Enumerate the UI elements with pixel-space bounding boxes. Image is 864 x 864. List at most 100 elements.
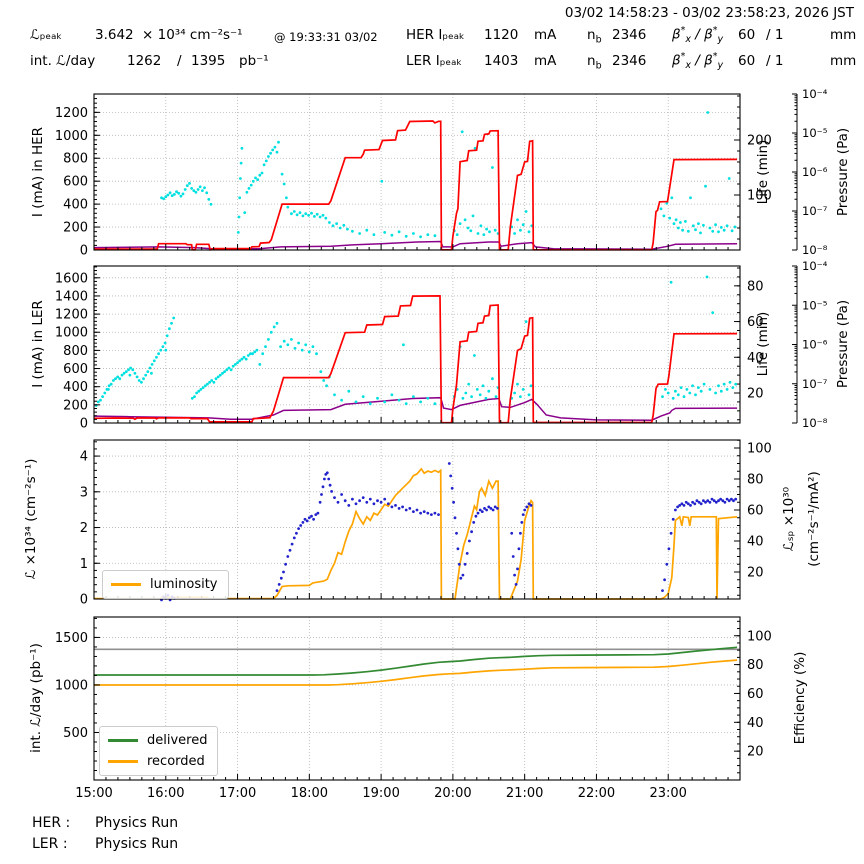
ler-ytick-label: 800 <box>63 344 88 359</box>
beta-sep-her: / 1 <box>766 27 784 43</box>
her-ipeak-label: HER Iₚₑₐₖ <box>406 27 465 43</box>
ler-pressure-axis <box>792 265 798 424</box>
beta-unit-her: mm <box>830 27 857 43</box>
date-range: 03/02 14:58:23 - 03/02 23:58:23, 2026 JS… <box>564 5 854 21</box>
luminosity-line-swatch <box>111 583 141 586</box>
her-ytick-label: 200 <box>63 221 88 236</box>
ler-pressure-tick-label: 10⁻⁶ <box>802 338 828 352</box>
her-right-tick-label: 200 <box>747 134 772 149</box>
beta-sep-ler: / 1 <box>766 53 784 69</box>
ler-ytick-label: 1000 <box>55 326 88 341</box>
integrated-ytick-label: 1500 <box>55 631 88 646</box>
footer-ler-label: LER : <box>32 836 68 852</box>
time-axis-label: 20:00 <box>434 786 471 801</box>
ler-pressure-axis-label: Pressure (Pa) <box>835 299 851 389</box>
footer-her-status: Physics Run <box>95 815 179 831</box>
luminosity-right-tick-label: 100 <box>747 442 772 457</box>
integrated-delivered-line <box>94 646 738 676</box>
nb-value-her: 2346 <box>612 27 647 43</box>
specific-luminosity-axis-label-2: (cm⁻²s⁻¹/mA²) <box>806 471 822 567</box>
her-ytick-label: 600 <box>63 175 88 190</box>
her-ytick-label: 0 <box>80 244 88 259</box>
her-ytick-label: 1200 <box>55 106 88 121</box>
luminosity-right-tick-label: 20 <box>747 566 764 581</box>
luminosity-luminosity-line <box>94 467 738 600</box>
her-lifetime-dots <box>160 111 737 239</box>
beta-value-ler: 60 <box>738 53 756 69</box>
ler-pressure-tick-label: 10⁻⁵ <box>802 298 828 312</box>
ler-y-axis-label: I (mA) in LER <box>30 300 46 388</box>
time-axis-label: 15:00 <box>75 786 112 801</box>
ler-ytick-label: 600 <box>63 362 88 377</box>
her-pressure-tick-label: 10⁻⁴ <box>802 87 828 101</box>
ler-panel: 0 200 400 600 800 1000 1200 1400 1600 20 40 60 80 10⁻… <box>55 259 828 432</box>
luminosity-ytick-label: 3 <box>80 485 88 500</box>
lpeak-unit: × 10³⁴ cm⁻²s⁻¹ <box>142 27 243 43</box>
luminosity-right-tick-label: 40 <box>747 535 764 550</box>
ler-right-tick-label: 40 <box>747 351 764 366</box>
her-ticks <box>93 95 740 251</box>
intlum-legend: delivered recorded <box>99 726 219 776</box>
her-ipeak-unit: mA <box>534 27 557 43</box>
legend-label-recorded: recorded <box>147 754 205 769</box>
luminosity-panel: 0 1 2 3 4 20 40 60 80 100 <box>80 439 772 608</box>
her-right-tick-label: 100 <box>747 189 772 204</box>
time-axis-label: 21:00 <box>506 786 543 801</box>
her-ipeak-value: 1120 <box>484 27 519 43</box>
legend-item-luminosity: luminosity <box>111 574 218 595</box>
her-ytick-label: 800 <box>63 152 88 167</box>
ler-pressure-tick-label: 10⁻⁷ <box>802 377 828 391</box>
footer-ler-status: Physics Run <box>95 836 179 852</box>
time-axis-label: 16:00 <box>147 786 184 801</box>
her-pressure-axis <box>792 93 798 251</box>
luminosity-ytick-label: 2 <box>80 521 88 536</box>
her-pressure-axis-label: Pressure (Pa) <box>835 127 851 217</box>
her-current-line <box>94 120 738 251</box>
integrated-right-tick-label: 40 <box>747 716 764 731</box>
luminosity-right-tick-label: 60 <box>747 504 764 519</box>
ler-pressure-line <box>93 396 738 421</box>
footer-her-label: HER : <box>32 815 71 831</box>
time-axis-label: 18:00 <box>291 786 328 801</box>
time-axis-label: 17:00 <box>219 786 256 801</box>
recorded-line-swatch <box>108 760 138 763</box>
ler-ytick-label: 400 <box>63 380 88 395</box>
ler-ipeak-unit: mA <box>534 53 557 69</box>
ler-right-tick-label: 80 <box>747 279 764 294</box>
ler-current-line <box>93 295 738 424</box>
time-axis-label: 22:00 <box>578 786 615 801</box>
lpeak-timestamp: @ 19:33:31 03/02 <box>274 30 378 44</box>
ler-pressure-tick-label: 10⁻⁸ <box>802 416 828 430</box>
her-ytick-label: 1000 <box>55 129 88 144</box>
her-ytick-label: 400 <box>63 198 88 213</box>
ler-ytick-label: 200 <box>63 398 88 413</box>
integrated-ticks <box>93 617 740 780</box>
ler-ytick-label: 0 <box>80 417 88 432</box>
ler-right-tick-label: 60 <box>747 315 764 330</box>
time-axis-label: 23:00 <box>649 786 686 801</box>
beta-label-her: β*x / β*y <box>672 25 724 46</box>
delivered-line-swatch <box>108 739 138 742</box>
ler-lifetime-dots <box>94 275 738 407</box>
ler-pressure-tick-label: 10⁻⁴ <box>802 259 828 273</box>
intlum-label: int. ℒ/day <box>30 53 96 69</box>
luminosity-right-tick-label: 80 <box>747 473 764 488</box>
her-y-axis-label: I (mA) in HER <box>30 126 46 218</box>
time-axis-label: 19:00 <box>362 786 399 801</box>
legend-label-luminosity: luminosity <box>150 577 218 592</box>
intlum-unit: pb⁻¹ <box>239 53 269 69</box>
integrated-right-tick-label: 60 <box>747 687 764 702</box>
legend-item-recorded: recorded <box>108 751 207 772</box>
her-pressure-tick-label: 10⁻⁸ <box>802 243 828 257</box>
ler-plot-frame <box>93 265 741 424</box>
her-pressure-tick-label: 10⁻⁶ <box>802 165 828 179</box>
her-grid <box>94 94 740 250</box>
integrated-ytick-label: 1000 <box>55 678 88 693</box>
beta-label-ler: β*x / β*y <box>672 51 724 72</box>
intlum-target: 1395 <box>191 53 226 69</box>
ler-ipeak-value: 1403 <box>484 53 519 69</box>
integrated-recorded-line <box>94 659 738 686</box>
ler-ticks <box>93 266 740 424</box>
